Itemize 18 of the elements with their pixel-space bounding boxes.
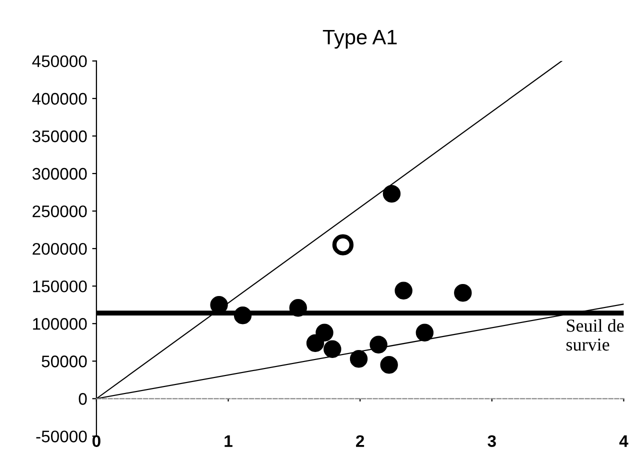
y-tick-label: 350000 [32,130,87,142]
y-tick-label: 0 [78,393,87,405]
ref-line-label: Seuil de survie [566,319,624,351]
x-tick-label: 3 [488,435,496,448]
x-tick-label: 0 [92,435,100,448]
y-tick-label: 100000 [33,318,87,330]
y-tick-label: 300000 [32,168,87,180]
y-tick-label: 450000 [32,55,87,68]
x-tick-label: 2 [356,435,364,447]
x-tick-label: 1 [224,435,232,447]
y-tick-label: 250000 [32,205,87,218]
y-tick-label: 200000 [32,242,87,255]
x-tick-label: 4 [619,435,628,447]
chart-title: Type A1 [322,30,397,49]
y-tick-label: 50000 [42,356,87,368]
y-tick-label: 150000 [33,280,87,292]
y-tick-label: 400000 [32,92,87,105]
y-tick-label: -50000 [36,430,87,442]
